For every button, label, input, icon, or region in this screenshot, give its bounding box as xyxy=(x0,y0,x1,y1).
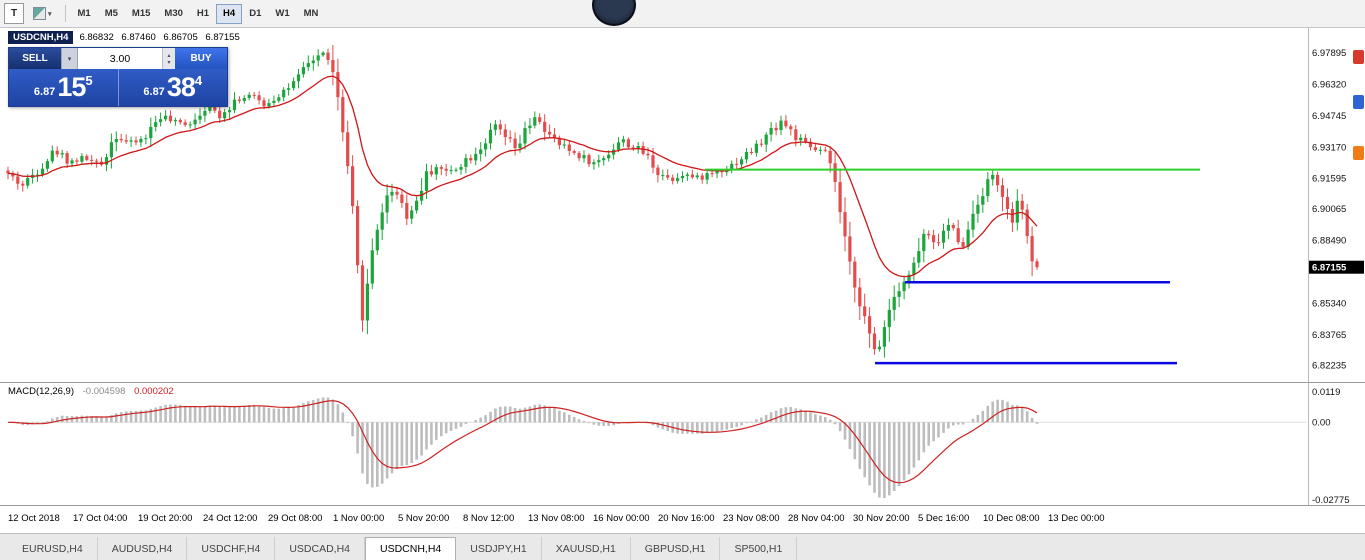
chevron-down-icon: ▾ xyxy=(48,10,52,18)
sell-button[interactable]: SELL xyxy=(9,48,61,69)
svg-text:6.82235: 6.82235 xyxy=(1312,360,1346,371)
svg-text:6.91595: 6.91595 xyxy=(1312,174,1346,185)
time-label: 16 Nov 00:00 xyxy=(593,513,650,524)
buy-price-sup: 4 xyxy=(194,73,203,88)
svg-text:6.87155: 6.87155 xyxy=(1312,263,1347,274)
buy-price-big: 38 xyxy=(166,72,196,102)
timeframe-w1[interactable]: W1 xyxy=(268,4,296,24)
time-label: 28 Nov 04:00 xyxy=(788,513,845,524)
volume-input[interactable]: 3.00 ▴ ▾ xyxy=(78,48,175,69)
orange-app-icon[interactable] xyxy=(1353,146,1364,160)
tab-audusd-h4[interactable]: AUDUSD,H4 xyxy=(98,537,188,560)
macd-main-value: -0.004598 xyxy=(82,386,126,397)
timeframe-group: M1 M5 M15 M30 H1 H4 D1 W1 MN xyxy=(71,3,326,24)
buy-button[interactable]: BUY xyxy=(175,48,227,69)
chart-tool-button[interactable]: T xyxy=(4,3,24,24)
chart-tabs-bar: EURUSD,H4 AUDUSD,H4 USDCHF,H4 USDCAD,H4 USDC… xyxy=(0,533,1365,560)
draw-tool-icon xyxy=(33,7,46,20)
draw-tool-button[interactable]: ▾ xyxy=(26,3,59,24)
svg-text:6.96320: 6.96320 xyxy=(1312,79,1346,90)
macd-name: MACD(12,26,9) xyxy=(8,386,74,397)
time-axis[interactable]: 12 Oct 2018 17 Oct 04:00 19 Oct 20:00 24 Oc… xyxy=(0,505,1365,535)
svg-text:6.85340: 6.85340 xyxy=(1312,298,1346,309)
one-click-trading-panel: SELL ▾ 3.00 ▴ ▾ BUY 6.87 15 5 xyxy=(8,47,228,107)
svg-text:6.90065: 6.90065 xyxy=(1312,204,1346,215)
timeframe-m30[interactable]: M30 xyxy=(157,4,189,24)
time-label: 1 Nov 00:00 xyxy=(333,513,385,524)
ohlc-close: 6.87155 xyxy=(205,32,240,43)
time-label: 29 Oct 08:00 xyxy=(268,513,323,524)
sell-price-sup: 5 xyxy=(85,73,93,88)
trade-panel-price-row: 6.87 15 5 6.87 38 4 xyxy=(9,69,227,106)
macd-indicator-label: MACD(12,26,9) -0.004598 0.000202 xyxy=(8,386,174,397)
tab-usdjpy-h1[interactable]: USDJPY,H1 xyxy=(456,537,542,560)
sell-price-big: 15 xyxy=(57,72,86,102)
tab-usdcnh-h4[interactable]: USDCNH,H4 xyxy=(365,537,457,560)
price-chart-pane: 6.97895 6.96320 6.94745 6.93170 6.91595 6.900… xyxy=(0,27,1365,382)
toolbar-separator xyxy=(64,5,66,22)
svg-text:6.83765: 6.83765 xyxy=(1312,330,1346,341)
svg-text:0.00: 0.00 xyxy=(1312,417,1331,428)
ohlc-low: 6.86705 xyxy=(163,32,198,43)
spinner-up-icon: ▴ xyxy=(167,52,171,59)
svg-text:6.88490: 6.88490 xyxy=(1312,236,1346,247)
time-label: 12 Oct 2018 xyxy=(8,513,60,524)
buy-price-small: 6.87 xyxy=(143,85,165,98)
tab-eurusd-h4[interactable]: EURUSD,H4 xyxy=(8,537,98,560)
time-label: 5 Dec 16:00 xyxy=(918,513,970,524)
svg-text:6.93170: 6.93170 xyxy=(1312,142,1346,153)
timeframe-mn[interactable]: MN xyxy=(297,4,326,24)
timeframe-h1[interactable]: H1 xyxy=(190,4,216,24)
spinner-down-icon: ▾ xyxy=(167,59,171,66)
time-label: 8 Nov 12:00 xyxy=(463,513,515,524)
tab-usdchf-h4[interactable]: USDCHF,H4 xyxy=(187,537,276,560)
volume-dropdown-button[interactable]: ▾ xyxy=(61,48,78,69)
blue-app-icon[interactable] xyxy=(1353,95,1364,109)
chevron-down-icon: ▾ xyxy=(67,55,72,63)
svg-text:-0.02775: -0.02775 xyxy=(1312,495,1350,506)
time-label: 19 Oct 20:00 xyxy=(138,513,193,524)
svg-text:6.97895: 6.97895 xyxy=(1312,48,1346,59)
time-label: 13 Nov 08:00 xyxy=(528,513,585,524)
macd-signal-value: 0.000202 xyxy=(134,386,174,397)
time-label: 24 Oct 12:00 xyxy=(203,513,258,524)
tab-sp500-h1[interactable]: SP500,H1 xyxy=(720,537,798,560)
buy-price[interactable]: 6.87 38 4 xyxy=(119,69,228,106)
time-label: 17 Oct 04:00 xyxy=(73,513,128,524)
time-label: 5 Nov 20:00 xyxy=(398,513,450,524)
symbol-chip: USDCNH,H4 xyxy=(8,31,74,44)
ohlc-open: 6.86832 xyxy=(79,32,114,43)
sell-price[interactable]: 6.87 15 5 xyxy=(9,69,119,106)
trade-panel-top-row: SELL ▾ 3.00 ▴ ▾ BUY xyxy=(9,48,227,69)
overlay-bubble xyxy=(592,0,636,26)
macd-chart[interactable]: 0.0119 0.00 -0.02775 xyxy=(0,383,1365,506)
time-label: 23 Nov 08:00 xyxy=(723,513,780,524)
sell-price-small: 6.87 xyxy=(33,85,56,98)
ohlc-values: 6.86832 6.87460 6.86705 6.87155 xyxy=(79,32,244,43)
volume-value: 3.00 xyxy=(109,52,131,65)
time-label: 20 Nov 16:00 xyxy=(658,513,715,524)
tab-usdcad-h4[interactable]: USDCAD,H4 xyxy=(275,537,365,560)
timeframe-m1[interactable]: M1 xyxy=(71,4,98,24)
timeframe-d1[interactable]: D1 xyxy=(242,4,268,24)
timeframe-h4[interactable]: H4 xyxy=(216,3,243,24)
svg-text:0.0119: 0.0119 xyxy=(1312,387,1340,398)
ohlc-high: 6.87460 xyxy=(121,32,156,43)
chart-tool-icon: T xyxy=(10,8,18,19)
red-app-icon[interactable] xyxy=(1353,50,1364,64)
tab-gbpusd-h1[interactable]: GBPUSD,H1 xyxy=(631,537,721,560)
time-label: 13 Dec 00:00 xyxy=(1048,513,1105,524)
volume-spinner[interactable]: ▴ ▾ xyxy=(162,48,175,69)
tab-xauusd-h1[interactable]: XAUUSD,H1 xyxy=(542,537,631,560)
time-label: 30 Nov 20:00 xyxy=(853,513,910,524)
price-chart[interactable]: 6.97895 6.96320 6.94745 6.93170 6.91595 6.900… xyxy=(0,27,1365,382)
macd-pane: 0.0119 0.00 -0.02775 MACD(12,26,9) -0.0045… xyxy=(0,382,1365,506)
svg-text:6.94745: 6.94745 xyxy=(1312,111,1346,122)
chart-header: USDCNH,H4 6.86832 6.87460 6.86705 6.8715… xyxy=(8,31,245,44)
time-label: 10 Dec 08:00 xyxy=(983,513,1040,524)
timeframe-m5[interactable]: M5 xyxy=(98,4,125,24)
timeframe-m15[interactable]: M15 xyxy=(125,4,157,24)
top-toolbar: T ▾ M1 M5 M15 M30 H1 H4 D1 W1 MN xyxy=(0,0,1365,28)
